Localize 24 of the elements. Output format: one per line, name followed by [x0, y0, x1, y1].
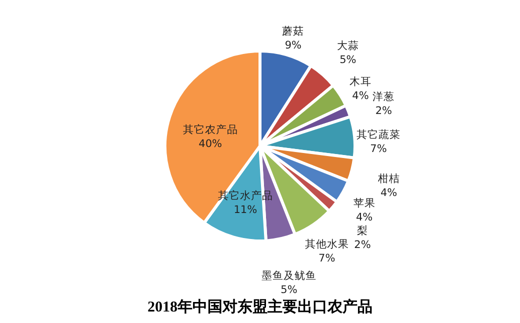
slice-label: 蘑菇 — [282, 24, 304, 38]
slice-label: 洋葱 — [372, 90, 395, 104]
data-label: 7% — [318, 252, 336, 264]
slice-label: 墨鱼及鱿鱼 — [262, 270, 317, 282]
data-label: 4% — [380, 187, 398, 200]
slice-label: 其它蔬菜 — [356, 128, 400, 141]
data-label: 9% — [284, 40, 302, 52]
slice-label: 木耳 — [349, 75, 372, 88]
slice-label: 苹果 — [353, 197, 376, 210]
data-label: 40% — [198, 138, 222, 150]
slice-label: 其它农产品 — [182, 122, 238, 136]
data-label: 5% — [280, 284, 298, 296]
data-label: 5% — [340, 54, 356, 66]
data-label: 2% — [375, 105, 392, 118]
data-label: 4% — [356, 211, 373, 224]
data-label: 2% — [354, 238, 371, 251]
slice-label: 大蒜 — [336, 39, 359, 52]
data-label: 11% — [234, 204, 258, 216]
data-label: 4% — [352, 90, 369, 102]
slice-label: 梨 — [356, 224, 368, 237]
data-label: 7% — [370, 142, 387, 155]
slice-label: 柑桔 — [376, 172, 400, 186]
text: 2018年中国对东盟主要出口农产品 — [148, 297, 372, 316]
slice-label: 其他水果 — [304, 237, 349, 250]
